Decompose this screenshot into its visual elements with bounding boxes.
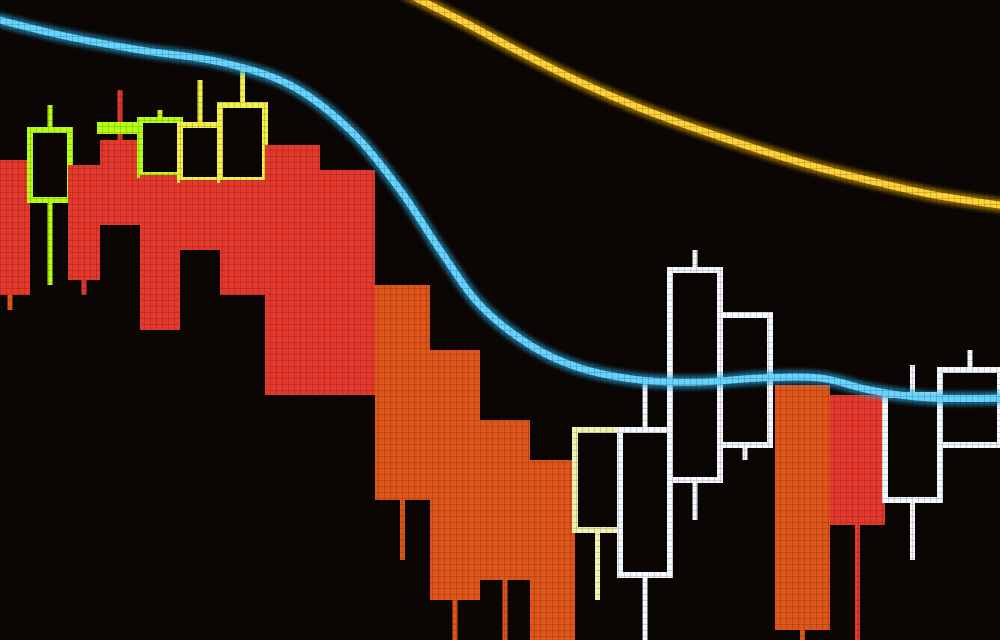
candle <box>320 170 375 395</box>
candle <box>100 125 140 131</box>
candle <box>775 385 830 640</box>
candle <box>430 350 480 640</box>
candle <box>180 180 220 250</box>
price-chart-screen <box>0 0 1000 640</box>
candle <box>220 180 265 295</box>
candle <box>720 315 770 460</box>
candle <box>530 460 575 640</box>
candlestick-chart <box>0 0 1000 640</box>
candle <box>0 160 30 310</box>
candle <box>265 145 320 395</box>
candle <box>140 175 180 330</box>
candle <box>68 165 100 295</box>
